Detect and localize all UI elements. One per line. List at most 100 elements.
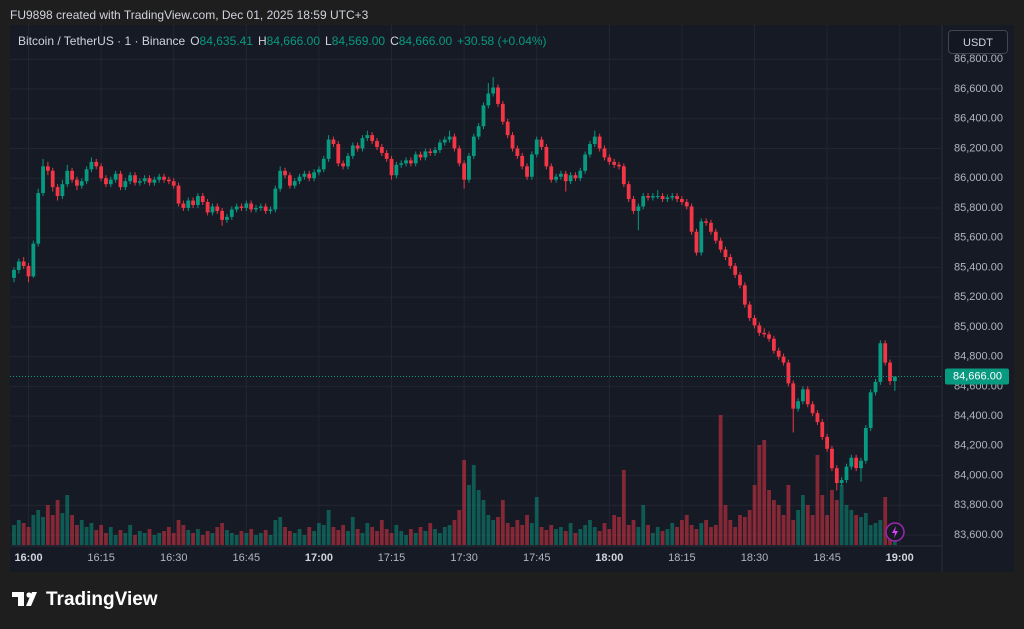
- candle-body: [312, 172, 316, 179]
- volume-bar: [810, 515, 815, 545]
- volume-bar: [549, 525, 554, 545]
- candle-body: [341, 163, 346, 167]
- y-tick-label: 85,200.00: [954, 291, 1003, 303]
- candle-body: [568, 175, 573, 182]
- volume-bar: [75, 525, 79, 545]
- volume-bar: [128, 525, 133, 545]
- ohlc-legend: Bitcoin / TetherUS · 1 · Binance O 84,635…: [18, 34, 552, 48]
- last-price-label: 84,666.00: [953, 370, 1002, 382]
- volume-bar: [592, 527, 597, 545]
- volume-bar: [500, 500, 505, 545]
- candle-body: [210, 206, 215, 213]
- open-value: 84,635.41: [199, 34, 253, 48]
- candle-body: [491, 87, 496, 94]
- y-tick-label: 86,600.00: [954, 83, 1003, 95]
- volume-bar: [413, 533, 418, 545]
- volume-bar: [31, 515, 36, 545]
- candle-body: [244, 203, 249, 208]
- volume-pane: [12, 415, 897, 545]
- candle-body: [481, 105, 486, 127]
- candle-body: [849, 457, 854, 467]
- candle-body: [602, 148, 607, 158]
- volume-bar: [336, 530, 341, 545]
- candle-body: [854, 457, 859, 469]
- volume-bar: [762, 440, 767, 545]
- x-tick-label: 17:30: [450, 552, 478, 564]
- logo-icon: [12, 592, 37, 606]
- candle-body: [389, 158, 394, 176]
- volume-bar: [689, 525, 694, 545]
- volume-bar: [162, 531, 166, 545]
- candle-body: [360, 138, 365, 149]
- volume-bar: [650, 533, 655, 545]
- volume-bar: [467, 485, 471, 545]
- candle-body: [365, 135, 370, 139]
- volume-bar: [554, 529, 558, 545]
- volume-bar: [41, 517, 45, 545]
- x-tick-label: 18:45: [813, 552, 841, 564]
- volume-bar: [863, 513, 868, 545]
- volume-bar: [471, 465, 476, 545]
- candle-body: [283, 170, 287, 176]
- candle-body: [549, 166, 554, 180]
- volume-bar: [225, 530, 229, 545]
- volume-bar: [60, 513, 65, 545]
- candle-body: [539, 139, 544, 148]
- candle-body: [675, 196, 679, 200]
- candle-body: [254, 207, 258, 210]
- volume-bar: [384, 529, 389, 545]
- volume-bar: [544, 530, 549, 545]
- candle-body: [888, 362, 892, 382]
- x-tick-label: 17:15: [378, 552, 406, 564]
- candle-body: [563, 173, 568, 182]
- candle-body: [588, 144, 592, 155]
- volume-bar: [21, 523, 26, 545]
- volume-bar: [321, 525, 326, 545]
- candle-body: [215, 206, 220, 211]
- volume-bar: [379, 520, 384, 545]
- y-tick-label: 86,000.00: [954, 172, 1003, 184]
- volume-bar: [70, 515, 74, 545]
- candle-body: [486, 93, 491, 106]
- currency-button[interactable]: USDT: [948, 30, 1008, 54]
- candle-body: [573, 175, 578, 179]
- x-tick-label: 16:30: [160, 552, 188, 564]
- volume-bar: [297, 529, 302, 545]
- candle-body: [413, 154, 418, 164]
- volume-bar: [597, 531, 602, 545]
- candle-body: [680, 199, 684, 203]
- volume-bar: [636, 527, 641, 545]
- volume-bar: [559, 527, 563, 545]
- volume-bar: [462, 460, 467, 545]
- volume-bar: [786, 485, 791, 545]
- candle-body: [176, 185, 181, 204]
- volume-bar: [631, 520, 636, 545]
- candle-body: [50, 170, 55, 188]
- candle-body: [21, 261, 26, 266]
- volume-bar: [99, 525, 104, 545]
- candle-body: [384, 152, 389, 159]
- volume-bar: [568, 523, 573, 545]
- candle-body: [133, 175, 137, 183]
- volume-bar: [326, 510, 331, 545]
- volume-bar: [747, 510, 752, 545]
- y-tick-label: 83,800.00: [954, 499, 1003, 511]
- volume-bar: [113, 535, 118, 545]
- volume-bar: [583, 525, 588, 545]
- symbol[interactable]: Bitcoin / TetherUS · 1 · Binance: [18, 34, 186, 48]
- volume-bar: [525, 515, 529, 545]
- y-tick-label: 84,800.00: [954, 351, 1003, 363]
- close-value: 84,666.00: [398, 34, 453, 48]
- volume-bar: [859, 517, 863, 545]
- volume-bar: [825, 515, 830, 545]
- x-tick-label: 18:15: [668, 552, 696, 564]
- candle-body: [723, 249, 728, 258]
- candle-body: [287, 175, 292, 186]
- volume-bar: [176, 520, 181, 545]
- volume-bar: [752, 485, 757, 545]
- volume-bar: [350, 517, 355, 545]
- volume-bar: [118, 530, 123, 545]
- volume-bar: [718, 415, 723, 545]
- candle-body: [554, 176, 558, 180]
